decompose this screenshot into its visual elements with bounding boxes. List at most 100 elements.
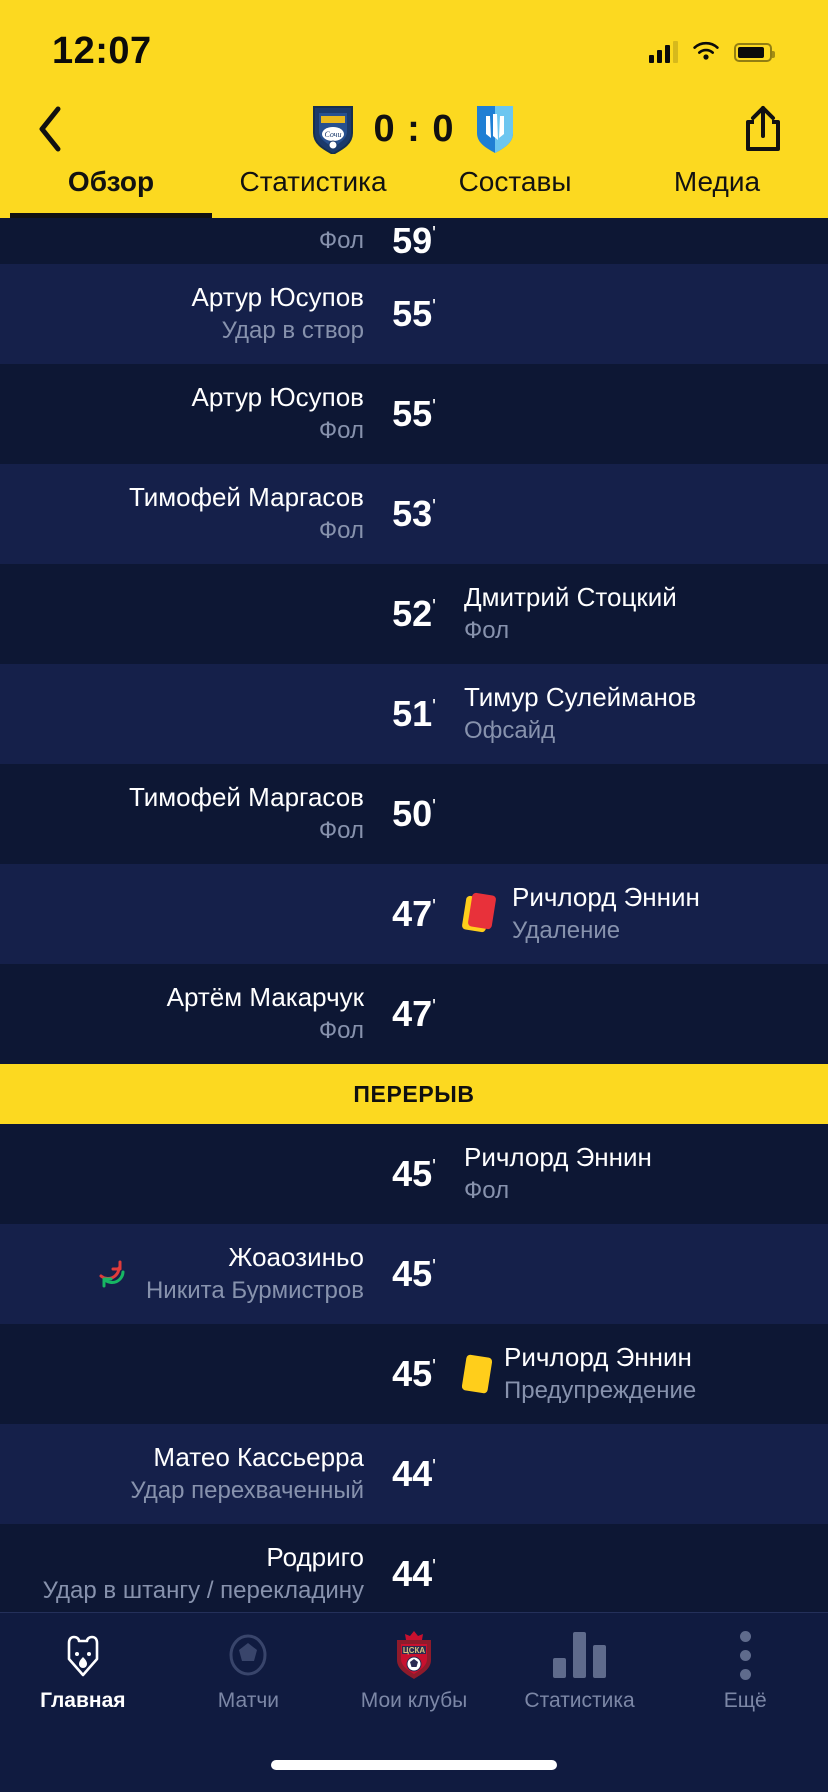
timeline-row[interactable]: Артур Юсупов Фол 55' (0, 364, 828, 464)
timeline-minute-value: 50 (392, 793, 433, 834)
nav-label-moi-kluby: Мои клубы (360, 1689, 468, 1712)
timeline-row[interactable]: Тимофей Маргасов Фол 53' (0, 464, 828, 564)
timeline-event-type: Удар в створ (221, 317, 364, 344)
nav-label-glavnaya: Главная (40, 1689, 126, 1712)
timeline-row[interactable]: Артур Юсупов Удар в створ 55' (0, 264, 828, 364)
bear-head-icon (57, 1629, 109, 1681)
timeline-player-name: Дмитрий Стоцкий (464, 582, 677, 612)
timeline-minute: 45' (392, 1353, 436, 1394)
tab-statistika[interactable]: Статистика (239, 166, 387, 197)
home-indicator (271, 1760, 557, 1770)
tab-obzor[interactable]: Обзор (10, 166, 212, 218)
back-button[interactable] (22, 101, 78, 157)
timeline-player-name: Жоаозиньо (228, 1242, 364, 1272)
timeline-home-side: Жоаозиньо Никита Бурмистров (0, 1240, 368, 1308)
timeline-minute: 44' (392, 1453, 436, 1494)
football-icon (222, 1629, 274, 1681)
timeline-away-side: Ричлорд Эннин Фол (460, 1140, 828, 1208)
timeline-event-type: Удар в штангу / перекладину (42, 1577, 364, 1604)
timeline-minute: 55' (392, 293, 436, 334)
battery-icon (734, 42, 775, 62)
back-chevron-icon (39, 106, 61, 152)
score-block: Сочи 0 : 0 (0, 104, 828, 154)
svg-text:Сочи: Сочи (325, 130, 342, 139)
timeline-row[interactable]: Родриго Удар в штангу / перекладину 44' (0, 1524, 828, 1612)
timeline-row[interactable]: Тимофей Маргасов Фол 50' (0, 764, 828, 864)
timeline-player-name: Артур Юсупов (191, 382, 364, 412)
timeline-minute: 53' (392, 493, 436, 534)
timeline-home-side: Артём Макарчук Фол (0, 980, 368, 1048)
timeline-row[interactable]: 47' Ричлорд Эннин Удаление (0, 864, 828, 964)
timeline-minute: 47' (392, 993, 436, 1034)
nav-item-eshche[interactable]: Ещё (662, 1629, 828, 1713)
timeline-event-type: Фол (318, 517, 364, 544)
timeline-event-type: Фол (318, 817, 364, 844)
match-navbar: Сочи 0 : 0 (0, 92, 828, 166)
nav-item-glavnaya[interactable]: Главная (0, 1629, 166, 1713)
nav-label-statistika: Статистика (524, 1689, 635, 1712)
tab-sostavy[interactable]: Составы (458, 166, 572, 197)
timeline-home-side: Родриго Удар в штангу / перекладину (0, 1540, 368, 1608)
more-dots-icon (739, 1629, 751, 1681)
timeline-minute-value: 59 (392, 220, 433, 261)
svg-text:ЦСКА: ЦСКА (403, 1646, 426, 1655)
timeline-event-type: Фол (318, 1017, 364, 1044)
nav-label-eshche: Ещё (723, 1689, 767, 1712)
cska-crest-icon: ЦСКА (390, 1629, 438, 1681)
timeline-player-name: Ричлорд Эннин (512, 882, 700, 912)
timeline-home-side: Артур Юсупов Удар в створ (0, 280, 368, 348)
timeline-minute: 59' (392, 220, 436, 261)
timeline-minute-value: 53 (392, 493, 433, 534)
timeline-minute-value: 45 (392, 1253, 433, 1294)
timeline-row[interactable]: Матео Кассьерра Удар перехваченный 44' (0, 1424, 828, 1524)
substitution-icon (92, 1254, 132, 1294)
nav-item-moi-kluby[interactable]: ЦСКА Мои клубы (331, 1629, 497, 1713)
nav-label-matchi: Матчи (217, 1689, 280, 1712)
timeline-player-name: Тимофей Маргасов (128, 782, 364, 812)
share-button[interactable] (738, 101, 788, 157)
timeline-minute: 45' (392, 1253, 436, 1294)
timeline-row[interactable]: Жоаозиньо Никита Бурмистров 45' (0, 1224, 828, 1324)
timeline-player-name: Тимофей Маргасов (128, 482, 364, 512)
timeline-row[interactable]: 51' Тимур Сулейманов Офсайд (0, 664, 828, 764)
timeline-player-name: Ричлорд Эннин (464, 1142, 652, 1172)
timeline-minute-value: 47 (392, 893, 433, 934)
tab-media[interactable]: Медиа (673, 166, 761, 197)
timeline-player-name: Ричлорд Эннин (504, 1342, 692, 1372)
timeline-row[interactable]: 45' Ричлорд Эннин Фол (0, 1124, 828, 1224)
timeline-minute: 51' (392, 693, 436, 734)
cellular-signal-icon (649, 41, 678, 63)
timeline-away-side: Дмитрий Стоцкий Фол (460, 580, 828, 648)
timeline-event-type: Удаление (512, 917, 621, 944)
timeline-minute-value: 44 (392, 1553, 433, 1594)
timeline-row[interactable]: 45' Ричлорд Эннин Предупреждение (0, 1324, 828, 1424)
timeline-minute-value: 51 (392, 693, 433, 734)
timeline-home-side: Матео Кассьерра Удар перехваченный (0, 1440, 368, 1508)
timeline-minute: 45' (392, 1153, 436, 1194)
timeline-player-name: Родриго (266, 1542, 364, 1572)
timeline-row[interactable]: Фол 59' (0, 218, 828, 264)
status-bar-clock: 12:07 (52, 29, 152, 72)
nav-item-statistika[interactable]: Статистика (497, 1629, 663, 1713)
home-team-crest-icon[interactable]: Сочи (311, 104, 355, 154)
match-timeline-list[interactable]: Фол 59' Артур Юсупов Удар в створ 55' Артур Ю… (0, 218, 828, 1612)
timeline-player-name: Артём Макарчук (166, 982, 364, 1012)
timeline-row[interactable]: 52' Дмитрий Стоцкий Фол (0, 564, 828, 664)
halftime-divider: ПЕРЕРЫВ (0, 1064, 828, 1124)
away-team-crest-icon[interactable] (473, 104, 517, 154)
timeline-home-side: Тимофей Маргасов Фол (0, 780, 368, 848)
red-card-icon (461, 892, 498, 934)
match-score: 0 : 0 (373, 107, 455, 150)
timeline-event-type: Фол (318, 227, 364, 254)
timeline-away-side: Тимур Сулейманов Офсайд (460, 680, 828, 748)
timeline-row[interactable]: Артём Макарчук Фол 47' (0, 964, 828, 1064)
timeline-event-type: Фол (318, 417, 364, 444)
timeline-event-type: Предупреждение (504, 1377, 697, 1404)
timeline-away-side: Ричлорд Эннин Предупреждение (460, 1340, 828, 1408)
nav-item-matchi[interactable]: Матчи (166, 1629, 332, 1713)
share-icon (746, 106, 780, 151)
timeline-minute: 47' (392, 893, 436, 934)
match-tabs: Обзор Статистика Составы Медиа (0, 166, 828, 218)
timeline-player-name: Матео Кассьерра (153, 1442, 364, 1472)
status-bar: 12:07 (0, 0, 828, 92)
